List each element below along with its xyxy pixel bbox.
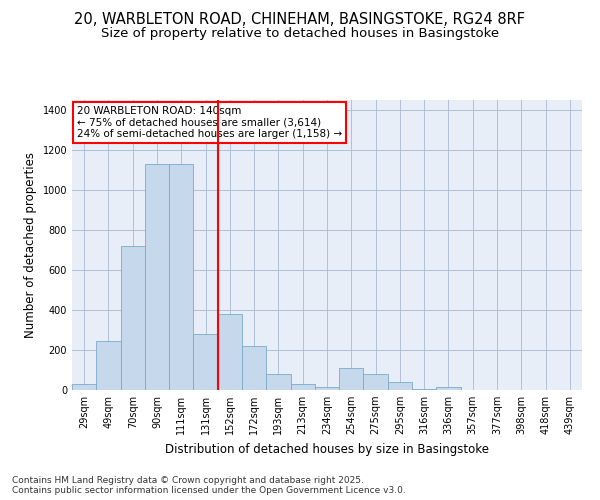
Bar [242,346,266,390]
Bar [436,387,461,390]
X-axis label: Distribution of detached houses by size in Basingstoke: Distribution of detached houses by size … [165,442,489,456]
Bar [145,164,169,390]
Text: Contains HM Land Registry data © Crown copyright and database right 2025.
Contai: Contains HM Land Registry data © Crown c… [12,476,406,495]
Bar [96,341,121,390]
Bar [388,382,412,390]
Text: 20 WARBLETON ROAD: 140sqm
← 75% of detached houses are smaller (3,614)
24% of se: 20 WARBLETON ROAD: 140sqm ← 75% of detac… [77,106,342,139]
Bar [290,384,315,390]
Bar [315,387,339,390]
Bar [266,374,290,390]
Bar [412,389,436,390]
Bar [169,164,193,390]
Text: Size of property relative to detached houses in Basingstoke: Size of property relative to detached ho… [101,28,499,40]
Y-axis label: Number of detached properties: Number of detached properties [24,152,37,338]
Text: 20, WARBLETON ROAD, CHINEHAM, BASINGSTOKE, RG24 8RF: 20, WARBLETON ROAD, CHINEHAM, BASINGSTOK… [74,12,526,28]
Bar [364,374,388,390]
Bar [218,314,242,390]
Bar [121,246,145,390]
Bar [72,384,96,390]
Bar [339,368,364,390]
Bar [193,334,218,390]
